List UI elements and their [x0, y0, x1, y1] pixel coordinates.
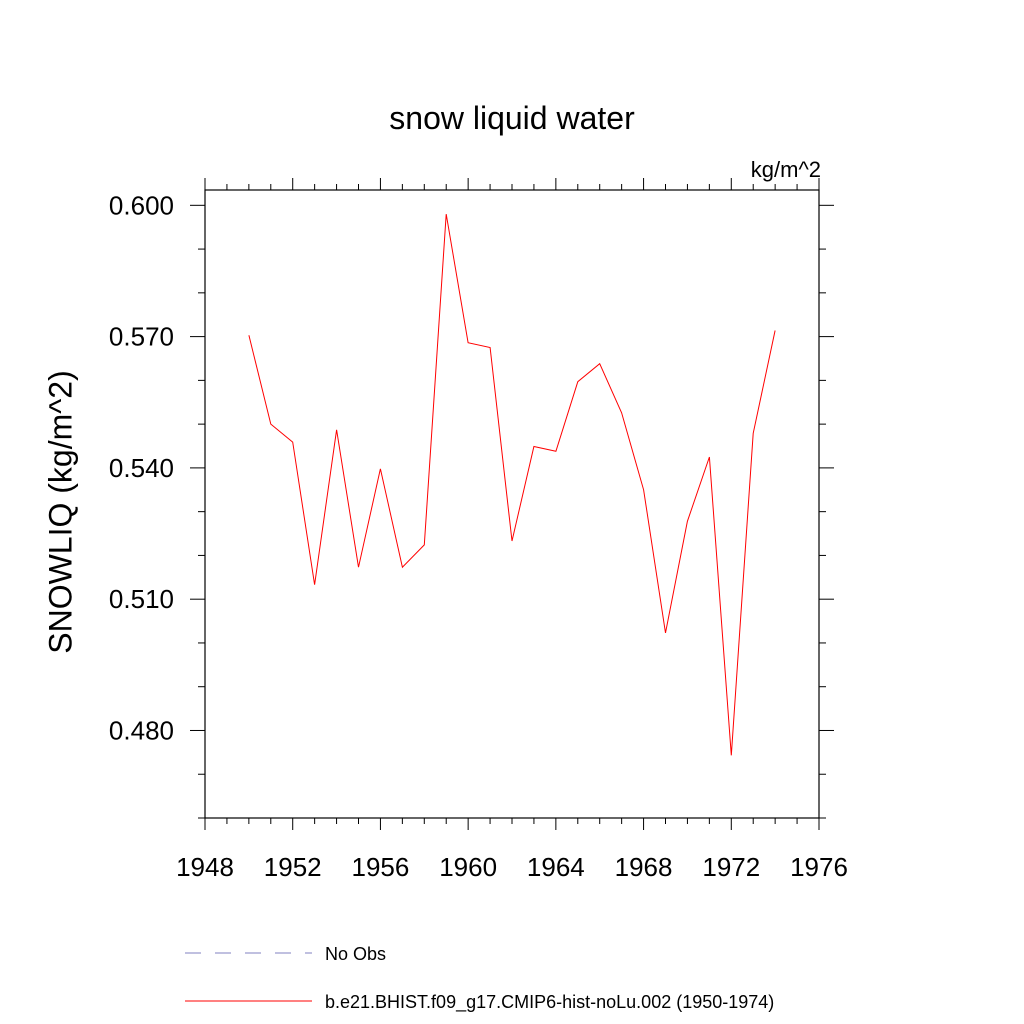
x-tick-label: 1976	[790, 852, 848, 882]
data-point	[642, 488, 645, 491]
data-point	[554, 450, 557, 453]
data-point	[423, 543, 426, 546]
x-tick-label: 1964	[527, 852, 585, 882]
data-point	[730, 754, 733, 757]
data-point	[576, 380, 579, 383]
chart-title: snow liquid water	[389, 100, 635, 136]
x-tick-label: 1948	[176, 852, 234, 882]
data-point	[313, 583, 316, 586]
data-point	[357, 566, 360, 569]
y-tick-label: 0.480	[109, 715, 174, 745]
data-point	[774, 329, 777, 332]
data-point	[489, 346, 492, 349]
x-tick-label: 1960	[439, 852, 497, 882]
series-line	[248, 214, 776, 756]
y-tick-label: 0.570	[109, 322, 174, 352]
data-point	[752, 432, 755, 435]
y-tick-label: 0.510	[109, 584, 174, 614]
x-tick-label: 1956	[352, 852, 410, 882]
data-point	[335, 428, 338, 431]
data-point	[401, 566, 404, 569]
x-tick-label: 1972	[702, 852, 760, 882]
data-point	[445, 213, 448, 216]
y-tick-label: 0.600	[109, 190, 174, 220]
y-tick-label: 0.540	[109, 453, 174, 483]
data-point	[686, 520, 689, 523]
data-point	[598, 362, 601, 365]
legend-label: b.e21.BHIST.f09_g17.CMIP6-hist-noLu.002 …	[325, 992, 774, 1013]
data-point	[467, 341, 470, 344]
data-point	[379, 467, 382, 470]
plot-frame	[204, 189, 820, 819]
x-tick-label: 1952	[264, 852, 322, 882]
data-point	[664, 631, 667, 634]
data-point	[532, 445, 535, 448]
x-tick-label: 1968	[615, 852, 673, 882]
data-point	[269, 423, 272, 426]
units-label: kg/m^2	[750, 157, 821, 182]
data-point	[247, 334, 250, 337]
data-point	[708, 455, 711, 458]
data-point	[620, 411, 623, 414]
data-point	[511, 539, 514, 542]
data-point	[291, 441, 294, 444]
legend-label: No Obs	[325, 944, 386, 964]
